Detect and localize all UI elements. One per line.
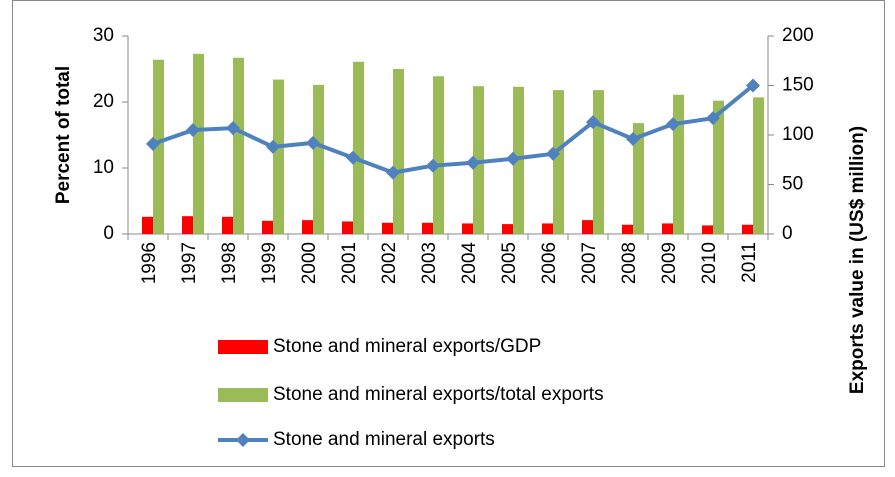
line-marker — [706, 111, 720, 126]
line-marker — [626, 131, 640, 146]
line-marker — [426, 158, 440, 173]
bar — [502, 224, 513, 234]
x-tick-label: 1998 — [219, 242, 240, 284]
line — [152, 83, 755, 175]
bar — [622, 224, 633, 234]
y-tick-label: 0 — [103, 223, 114, 244]
y2-axis-title: Exports value in (US$ million) — [847, 126, 868, 394]
line-marker — [746, 78, 760, 93]
y-axis-title: Percent of total — [53, 66, 74, 204]
y-tick-label: 20 — [93, 91, 114, 112]
x-tick-label: 2005 — [499, 242, 520, 284]
bar — [662, 223, 673, 234]
line-marker — [666, 117, 680, 132]
line-marker — [306, 135, 320, 150]
line-marker — [466, 155, 480, 170]
legend-swatch — [218, 388, 268, 402]
x-tick-label: 1997 — [179, 242, 200, 284]
bar — [342, 221, 353, 234]
line-marker — [226, 121, 240, 136]
bar — [433, 76, 444, 234]
bar — [182, 216, 193, 234]
legend-label: Stone and mineral exports/GDP — [273, 336, 541, 357]
bar — [142, 216, 153, 234]
bar — [422, 222, 433, 234]
bar — [462, 223, 473, 234]
x-tick-label: 1996 — [139, 242, 160, 284]
legend-label: Stone and mineral exports — [273, 429, 495, 450]
x-tick-label: 2007 — [579, 242, 600, 284]
bar — [273, 79, 284, 234]
bar — [633, 123, 644, 234]
x-tick-label: 2009 — [659, 242, 680, 284]
bar — [222, 216, 233, 234]
line-marker — [266, 139, 280, 154]
line-marker — [586, 115, 600, 130]
x-tick-label: 1999 — [259, 242, 280, 284]
bar — [713, 100, 724, 235]
bar — [382, 222, 393, 234]
bar — [593, 90, 604, 235]
x-tick-label: 2010 — [699, 242, 720, 284]
bar — [742, 224, 753, 234]
legend-label: Stone and mineral exports/total exports — [273, 384, 604, 405]
y-tick-label: 30 — [93, 25, 114, 46]
y-tick-label: 10 — [93, 157, 114, 178]
bar — [262, 220, 273, 234]
bar — [313, 84, 324, 234]
line-marker — [546, 146, 560, 161]
x-tick-label: 2001 — [339, 242, 360, 284]
x-tick-label: 2011 — [739, 242, 760, 283]
line-marker — [386, 165, 400, 180]
x-tick-label: 2002 — [379, 242, 400, 284]
bar — [193, 53, 204, 234]
bar — [153, 59, 164, 235]
x-tick-label: 2003 — [419, 242, 440, 284]
x-tick-label: 2006 — [539, 242, 560, 284]
line-marker — [146, 136, 160, 151]
x-tick-label: 2000 — [299, 242, 320, 284]
y2-tick-label: 50 — [782, 174, 803, 195]
bar — [302, 220, 313, 234]
x-tick-label: 2004 — [459, 242, 480, 285]
y2-tick-label: 100 — [782, 124, 814, 145]
line-marker — [186, 123, 200, 138]
y2-tick-label: 150 — [782, 75, 814, 96]
y2-tick-label: 200 — [782, 25, 814, 46]
bar — [673, 94, 684, 235]
bar — [353, 61, 364, 234]
bar — [542, 223, 553, 234]
bar — [753, 97, 764, 234]
bar — [393, 69, 404, 234]
legend-swatch-marker — [236, 433, 250, 447]
bar — [513, 86, 524, 234]
bar — [473, 86, 484, 234]
bar — [702, 225, 713, 234]
bar — [553, 90, 564, 235]
bar — [582, 220, 593, 234]
bar — [233, 57, 244, 234]
line-marker — [346, 150, 360, 165]
x-tick-label: 2008 — [619, 242, 640, 284]
line-marker — [506, 151, 520, 166]
y2-tick-label: 0 — [782, 223, 793, 244]
legend-swatch — [218, 340, 268, 354]
